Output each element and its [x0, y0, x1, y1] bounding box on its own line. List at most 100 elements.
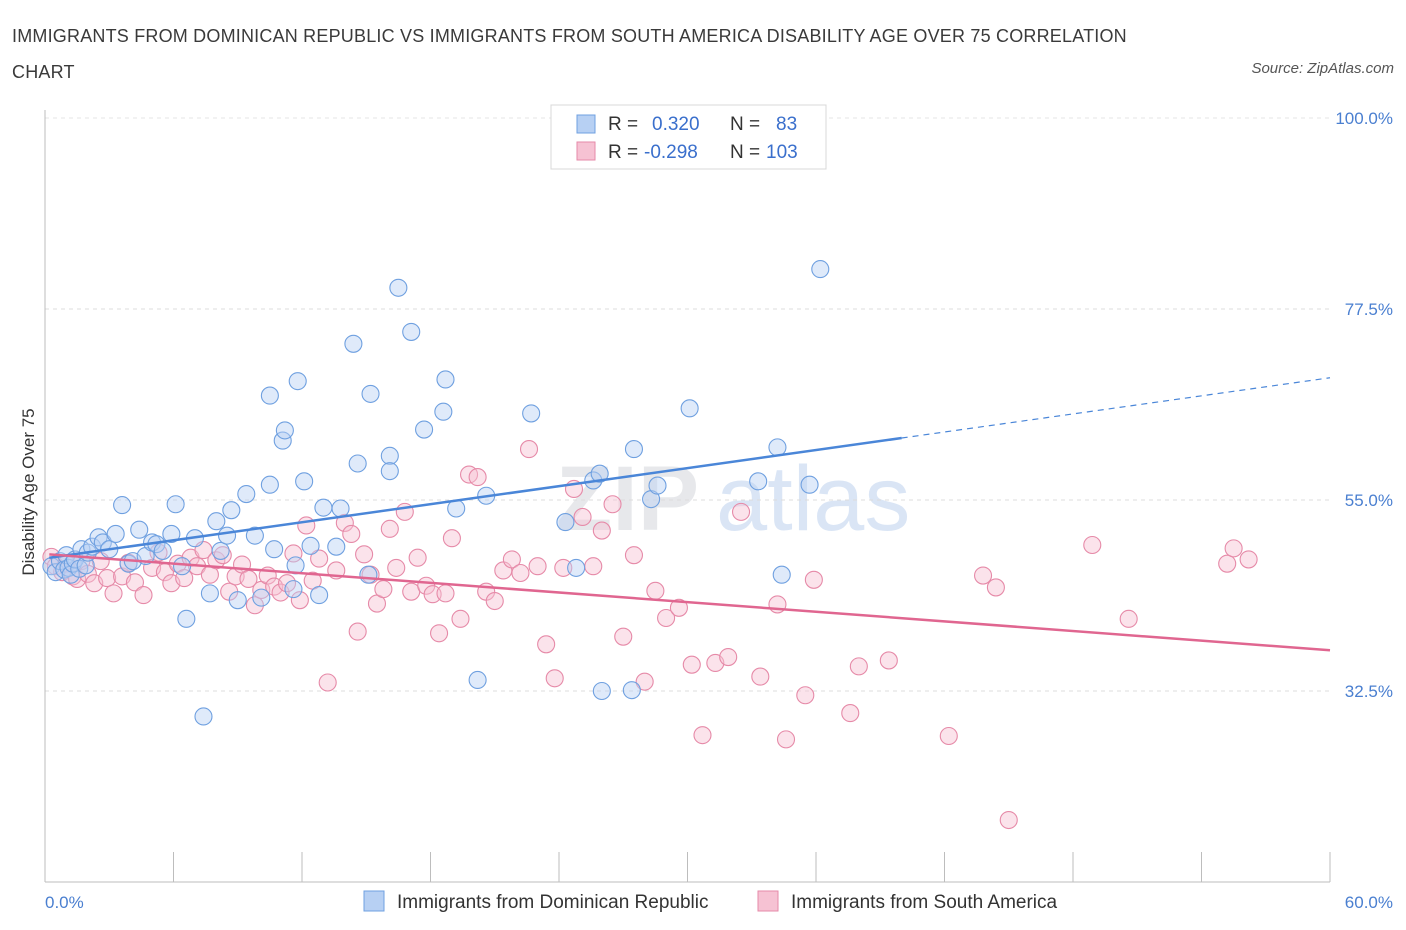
point-south-america	[545, 669, 564, 688]
point-south-america	[423, 585, 442, 604]
point-dominican	[260, 475, 279, 494]
point-south-america	[528, 557, 547, 576]
point-south-america	[657, 608, 676, 628]
bottom-legend-swatch-south-america	[757, 890, 779, 912]
point-south-america	[1218, 554, 1237, 573]
legend-n-value-2: 103	[766, 142, 798, 163]
point-south-america	[98, 569, 117, 588]
point-dominican	[434, 402, 453, 421]
point-south-america	[355, 545, 374, 564]
point-south-america	[430, 624, 449, 643]
point-dominican	[217, 526, 237, 545]
point-south-america	[999, 810, 1018, 830]
point-dominican	[768, 438, 787, 457]
point-south-america	[290, 591, 309, 610]
point-dominican	[402, 322, 421, 341]
point-south-america	[584, 557, 603, 576]
point-south-america	[1083, 535, 1102, 555]
bottom-legend-swatch-dominican	[363, 890, 385, 912]
point-south-america	[986, 578, 1005, 597]
y-axis-label: Disability Age Over 75	[19, 408, 38, 575]
point-dominican	[359, 565, 378, 584]
point-dominican	[275, 421, 294, 440]
y-tick-label: 32.5%	[1345, 682, 1393, 701]
point-south-america	[939, 726, 958, 746]
point-south-america	[374, 580, 393, 599]
series-legend: Immigrants from Dominican Republic Immig…	[363, 890, 1058, 913]
x-tick-label-min: 0.0%	[45, 893, 84, 912]
legend-r-label-1: R =	[608, 114, 638, 135]
point-south-america	[693, 726, 712, 745]
axes	[44, 110, 1331, 883]
point-dominican	[130, 520, 149, 539]
point-dominican	[310, 586, 329, 605]
point-south-america	[451, 609, 470, 628]
point-south-america	[573, 507, 592, 527]
point-south-america	[125, 573, 144, 592]
point-south-america	[1224, 539, 1243, 558]
point-dominican	[348, 454, 367, 473]
trend-line-dominican	[49, 436, 902, 559]
point-dominican	[327, 537, 346, 556]
legend-swatch-south-america	[576, 141, 596, 161]
point-dominican	[162, 524, 181, 544]
point-south-america	[318, 673, 337, 692]
y-tick-label: 100.0%	[1335, 109, 1393, 128]
tick-labels: 100.0% 77.5% 55.0% 32.5% 0.0% 60.0%	[45, 109, 1393, 912]
watermark-zip: ZIP	[556, 448, 699, 550]
point-south-america	[342, 524, 361, 544]
point-south-america	[134, 586, 153, 605]
point-south-america	[380, 519, 399, 538]
point-dominican	[556, 513, 575, 532]
point-south-america	[849, 657, 868, 676]
point-south-america	[624, 546, 644, 565]
point-south-america	[519, 440, 539, 459]
point-south-america	[592, 521, 611, 540]
point-dominican	[260, 386, 279, 405]
point-south-america	[502, 550, 521, 569]
legend-r-value-1: 0.320	[652, 114, 700, 135]
point-dominican	[200, 584, 219, 603]
point-south-america	[614, 627, 633, 646]
point-south-america	[485, 591, 504, 611]
point-dominican	[211, 541, 230, 560]
point-south-america	[879, 651, 898, 670]
bottom-legend-label-south-america: Immigrants from South America	[791, 892, 1058, 913]
point-dominican	[331, 499, 350, 518]
y-tick-label: 55.0%	[1345, 491, 1393, 510]
point-south-america	[284, 544, 303, 563]
point-dominican	[811, 260, 830, 279]
source-label: Source: ZipAtlas.com	[1251, 60, 1394, 77]
point-dominican	[252, 588, 271, 607]
point-dominican	[800, 475, 819, 494]
legend-r-label-2: R =	[608, 142, 638, 163]
point-south-america	[104, 584, 123, 603]
point-south-america	[1239, 550, 1258, 569]
point-dominican	[265, 540, 284, 559]
point-south-america	[1119, 609, 1138, 628]
point-dominican	[749, 472, 768, 491]
point-dominican	[468, 670, 487, 690]
point-dominican	[522, 404, 541, 423]
point-south-america	[335, 513, 354, 532]
point-south-america	[554, 558, 573, 577]
point-south-america	[511, 563, 530, 583]
point-south-america	[310, 549, 329, 568]
point-dominican	[622, 681, 641, 700]
point-dominican	[389, 278, 408, 297]
bottom-legend-label-dominican: Immigrants from Dominican Republic	[397, 892, 709, 913]
point-dominican	[380, 462, 399, 481]
trend-lines	[49, 377, 1331, 652]
point-dominican	[680, 399, 699, 418]
point-dominican	[288, 372, 307, 391]
point-dominican	[228, 591, 247, 610]
point-dominican	[592, 681, 611, 701]
point-south-america	[537, 635, 556, 654]
point-dominican	[344, 334, 363, 353]
point-south-america	[796, 686, 815, 705]
point-dominican	[314, 498, 333, 517]
point-dominican	[436, 370, 455, 389]
point-south-america	[682, 655, 701, 674]
point-south-america	[973, 566, 993, 585]
point-dominican	[380, 446, 399, 465]
